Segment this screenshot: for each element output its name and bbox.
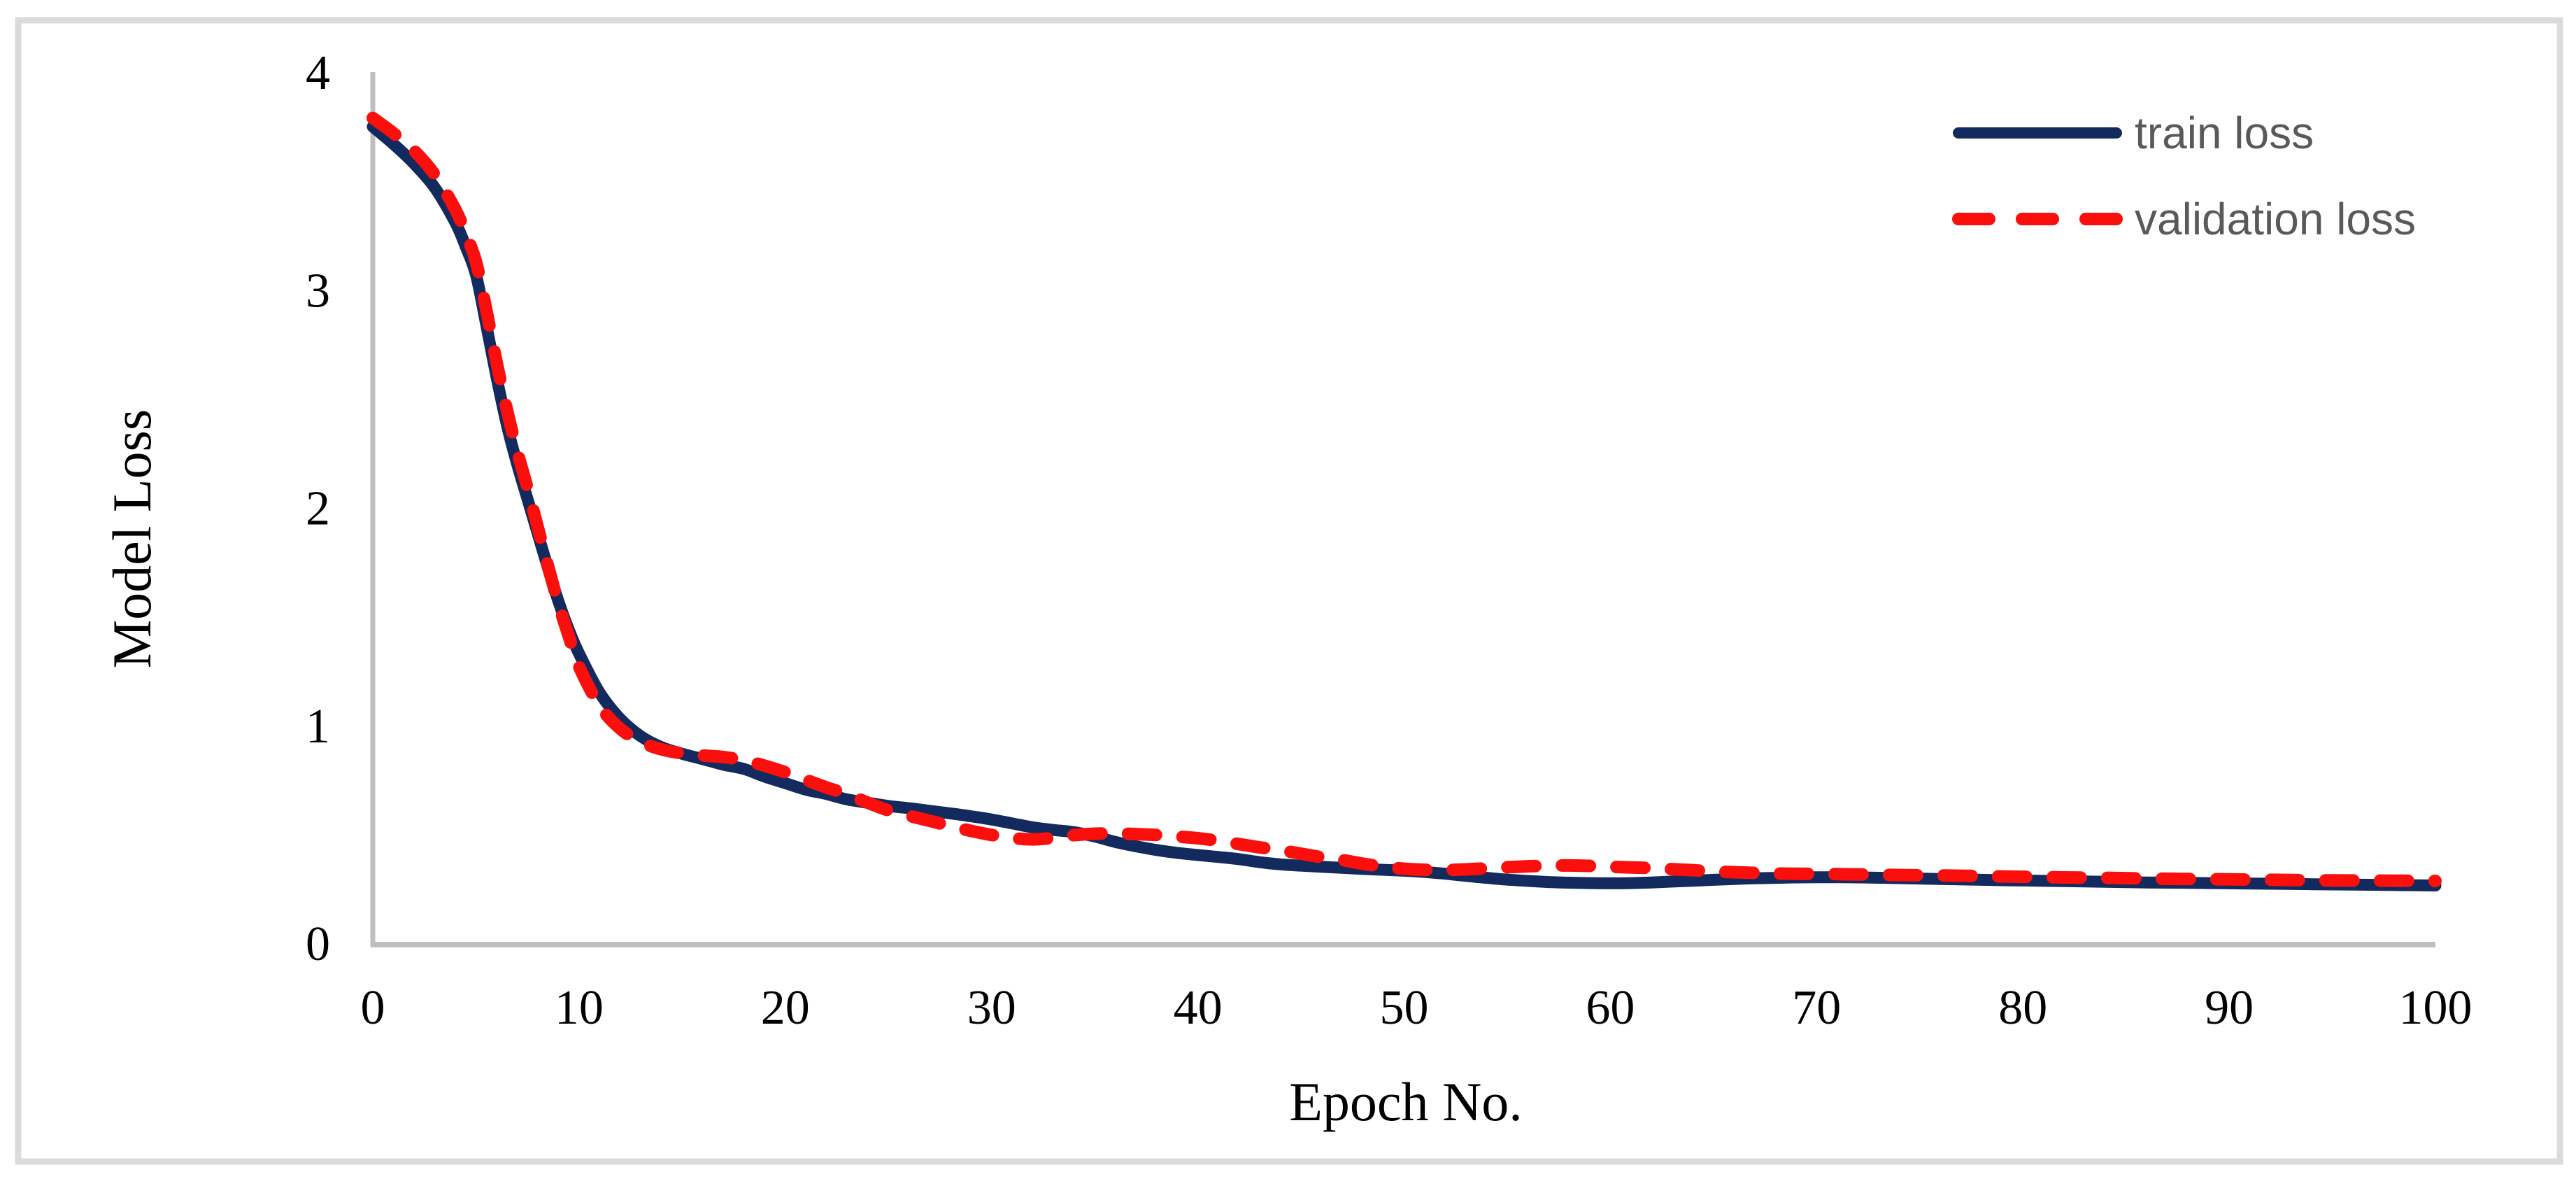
legend-train-label: train loss bbox=[2135, 108, 2314, 158]
x-tick-label: 20 bbox=[761, 981, 810, 1035]
y-tick-label: 3 bbox=[306, 264, 330, 318]
x-tick-label: 30 bbox=[967, 981, 1016, 1035]
x-axis-tick-labels: 0 10 20 30 40 50 60 70 80 90 100 bbox=[361, 981, 2472, 1035]
y-tick-label: 4 bbox=[306, 46, 330, 100]
y-axis-tick-labels: 0 1 2 3 4 bbox=[306, 46, 330, 971]
y-tick-label: 1 bbox=[306, 700, 330, 754]
validation-loss-line bbox=[367, 111, 2442, 887]
y-axis-title: Model Loss bbox=[101, 409, 162, 669]
x-tick-label: 60 bbox=[1586, 981, 1635, 1035]
legend: train loss validation loss bbox=[1952, 108, 2416, 244]
figure-border bbox=[15, 17, 2563, 1165]
y-tick-label: 0 bbox=[306, 917, 330, 971]
x-tick-label: 70 bbox=[1792, 981, 1841, 1035]
x-tick-label: 0 bbox=[361, 981, 385, 1035]
x-axis-title: Epoch No. bbox=[1289, 1071, 1523, 1132]
x-tick-label: 100 bbox=[2399, 981, 2472, 1035]
x-tick-label: 50 bbox=[1380, 981, 1429, 1035]
x-tick-label: 10 bbox=[555, 981, 604, 1035]
legend-validation-label: validation loss bbox=[2135, 194, 2416, 244]
y-tick-label: 2 bbox=[306, 482, 330, 536]
x-tick-label: 40 bbox=[1174, 981, 1223, 1035]
x-tick-label: 80 bbox=[1998, 981, 2047, 1035]
x-tick-label: 90 bbox=[2205, 981, 2254, 1035]
